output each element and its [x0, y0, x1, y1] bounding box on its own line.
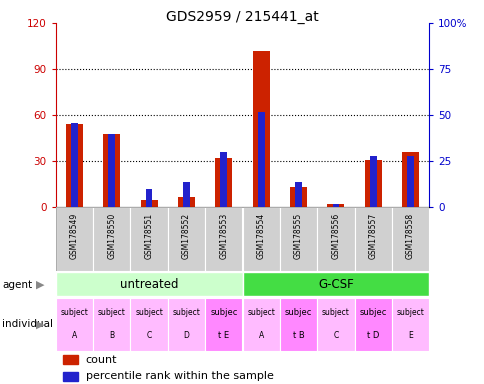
- Bar: [332, 204, 338, 207]
- Bar: [252, 51, 269, 207]
- Bar: [205, 207, 242, 271]
- Text: GSM178554: GSM178554: [256, 212, 265, 259]
- Text: GSM178549: GSM178549: [70, 212, 79, 259]
- Text: G-CSF: G-CSF: [318, 278, 353, 291]
- Bar: [220, 152, 227, 207]
- Text: t E: t E: [218, 331, 229, 340]
- Bar: [369, 156, 376, 207]
- Bar: [242, 272, 428, 296]
- Text: subject: subject: [396, 308, 424, 317]
- Bar: [215, 158, 232, 207]
- Bar: [279, 298, 317, 351]
- Text: D: D: [183, 331, 189, 340]
- Bar: [167, 298, 205, 351]
- Text: t D: t D: [366, 331, 378, 340]
- Text: GDS2959 / 215441_at: GDS2959 / 215441_at: [166, 10, 318, 23]
- Text: t B: t B: [292, 331, 304, 340]
- Bar: [364, 160, 381, 207]
- Text: count: count: [86, 355, 117, 365]
- Bar: [242, 298, 279, 351]
- Bar: [317, 207, 354, 271]
- Text: C: C: [333, 331, 338, 340]
- Text: subject: subject: [60, 308, 88, 317]
- Bar: [103, 134, 120, 207]
- Text: GSM178555: GSM178555: [293, 212, 302, 259]
- Bar: [130, 298, 167, 351]
- Bar: [391, 207, 428, 271]
- Bar: [63, 355, 78, 364]
- Text: ▶: ▶: [36, 280, 45, 290]
- Text: subjec: subjec: [284, 308, 312, 317]
- Bar: [407, 156, 413, 207]
- Text: ▶: ▶: [36, 319, 45, 329]
- Text: GSM178551: GSM178551: [144, 212, 153, 258]
- Bar: [167, 207, 205, 271]
- Bar: [289, 187, 306, 207]
- Bar: [93, 298, 130, 351]
- Bar: [279, 207, 317, 271]
- Text: A: A: [72, 331, 77, 340]
- Text: individual: individual: [2, 319, 53, 329]
- Bar: [146, 189, 152, 207]
- Text: subject: subject: [247, 308, 274, 317]
- Text: GSM178553: GSM178553: [219, 212, 228, 259]
- Bar: [93, 207, 130, 271]
- Text: percentile rank within the sample: percentile rank within the sample: [86, 371, 273, 381]
- Text: subjec: subjec: [210, 308, 237, 317]
- Text: subject: subject: [135, 308, 163, 317]
- Text: GSM178558: GSM178558: [405, 212, 414, 258]
- Bar: [71, 122, 77, 207]
- Bar: [56, 272, 242, 296]
- Bar: [391, 298, 428, 351]
- Bar: [401, 152, 418, 207]
- Bar: [317, 298, 354, 351]
- Text: subject: subject: [321, 308, 349, 317]
- Bar: [242, 207, 279, 271]
- Bar: [354, 207, 391, 271]
- Bar: [183, 182, 189, 207]
- Text: subjec: subjec: [359, 308, 386, 317]
- Bar: [140, 200, 157, 207]
- Bar: [63, 372, 78, 381]
- Bar: [327, 204, 344, 207]
- Text: C: C: [146, 331, 151, 340]
- Text: untreated: untreated: [120, 278, 178, 291]
- Text: GSM178552: GSM178552: [182, 212, 191, 258]
- Text: GSM178557: GSM178557: [368, 212, 377, 259]
- Bar: [205, 298, 242, 351]
- Bar: [295, 182, 301, 207]
- Bar: [56, 298, 93, 351]
- Text: GSM178550: GSM178550: [107, 212, 116, 259]
- Bar: [257, 111, 264, 207]
- Text: A: A: [258, 331, 263, 340]
- Bar: [56, 207, 93, 271]
- Text: B: B: [109, 331, 114, 340]
- Bar: [178, 197, 195, 207]
- Text: agent: agent: [2, 280, 32, 290]
- Bar: [354, 298, 391, 351]
- Text: GSM178556: GSM178556: [331, 212, 340, 259]
- Bar: [130, 207, 167, 271]
- Text: E: E: [408, 331, 412, 340]
- Bar: [108, 134, 115, 207]
- Bar: [66, 124, 83, 207]
- Text: subject: subject: [172, 308, 200, 317]
- Text: subject: subject: [98, 308, 125, 317]
